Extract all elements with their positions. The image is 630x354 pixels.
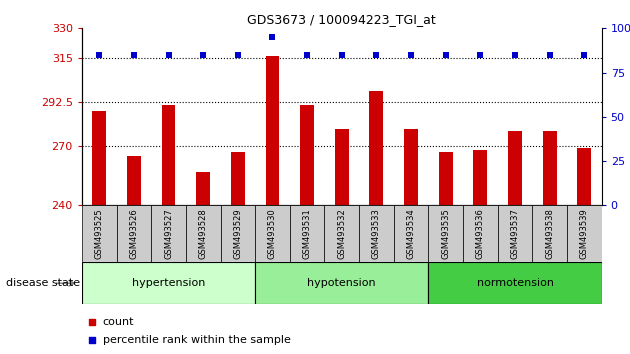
Point — [94, 52, 105, 58]
Bar — [369, 91, 383, 205]
FancyBboxPatch shape — [394, 205, 428, 262]
Bar — [266, 56, 280, 205]
Text: GSM493525: GSM493525 — [94, 208, 104, 259]
FancyBboxPatch shape — [186, 205, 220, 262]
FancyBboxPatch shape — [324, 205, 359, 262]
Bar — [404, 129, 418, 205]
Point — [268, 34, 278, 40]
FancyBboxPatch shape — [220, 205, 255, 262]
Text: GSM493527: GSM493527 — [164, 208, 173, 259]
Text: disease state: disease state — [6, 278, 81, 288]
Point — [233, 52, 243, 58]
Point — [87, 337, 97, 343]
FancyBboxPatch shape — [290, 205, 324, 262]
Bar — [335, 129, 349, 205]
Point — [336, 52, 346, 58]
Text: GSM493532: GSM493532 — [337, 208, 346, 259]
Text: GSM493535: GSM493535 — [441, 208, 450, 259]
FancyBboxPatch shape — [428, 205, 463, 262]
Bar — [543, 131, 557, 205]
Text: hypertension: hypertension — [132, 278, 205, 288]
Point — [406, 52, 416, 58]
Bar — [161, 105, 175, 205]
FancyBboxPatch shape — [82, 205, 117, 262]
Bar — [231, 152, 244, 205]
Point — [302, 52, 312, 58]
FancyBboxPatch shape — [428, 262, 602, 304]
FancyBboxPatch shape — [117, 205, 151, 262]
Point — [579, 52, 589, 58]
Text: percentile rank within the sample: percentile rank within the sample — [103, 335, 290, 345]
Bar — [300, 105, 314, 205]
FancyBboxPatch shape — [567, 205, 602, 262]
Point — [441, 52, 451, 58]
Text: GSM493531: GSM493531 — [302, 208, 312, 259]
Point — [544, 52, 554, 58]
FancyBboxPatch shape — [498, 205, 532, 262]
FancyBboxPatch shape — [463, 205, 498, 262]
Bar — [577, 148, 591, 205]
Text: GSM493538: GSM493538 — [545, 208, 554, 259]
Point — [510, 52, 520, 58]
Text: GSM493536: GSM493536 — [476, 208, 485, 259]
Point — [372, 52, 382, 58]
Text: GSM493529: GSM493529 — [233, 208, 243, 259]
Text: GSM493537: GSM493537 — [510, 208, 520, 259]
Point — [198, 52, 208, 58]
Point — [87, 319, 97, 325]
Text: hypotension: hypotension — [307, 278, 376, 288]
Text: GSM493530: GSM493530 — [268, 208, 277, 259]
Text: GSM493533: GSM493533 — [372, 208, 381, 259]
Point — [475, 52, 485, 58]
Point — [129, 52, 139, 58]
Title: GDS3673 / 100094223_TGI_at: GDS3673 / 100094223_TGI_at — [248, 13, 436, 26]
Text: normotension: normotension — [476, 278, 554, 288]
Text: GSM493534: GSM493534 — [406, 208, 416, 259]
Text: count: count — [103, 317, 134, 327]
Text: GSM493528: GSM493528 — [198, 208, 208, 259]
Bar — [127, 156, 141, 205]
Bar — [474, 150, 488, 205]
Bar — [197, 172, 210, 205]
FancyBboxPatch shape — [532, 205, 567, 262]
Bar — [508, 131, 522, 205]
FancyBboxPatch shape — [82, 262, 255, 304]
Text: GSM493539: GSM493539 — [580, 208, 589, 259]
FancyBboxPatch shape — [151, 205, 186, 262]
FancyBboxPatch shape — [255, 205, 290, 262]
FancyBboxPatch shape — [359, 205, 394, 262]
Point — [164, 52, 174, 58]
Text: GSM493526: GSM493526 — [129, 208, 139, 259]
Bar — [438, 152, 452, 205]
FancyBboxPatch shape — [255, 262, 428, 304]
Bar — [93, 111, 106, 205]
